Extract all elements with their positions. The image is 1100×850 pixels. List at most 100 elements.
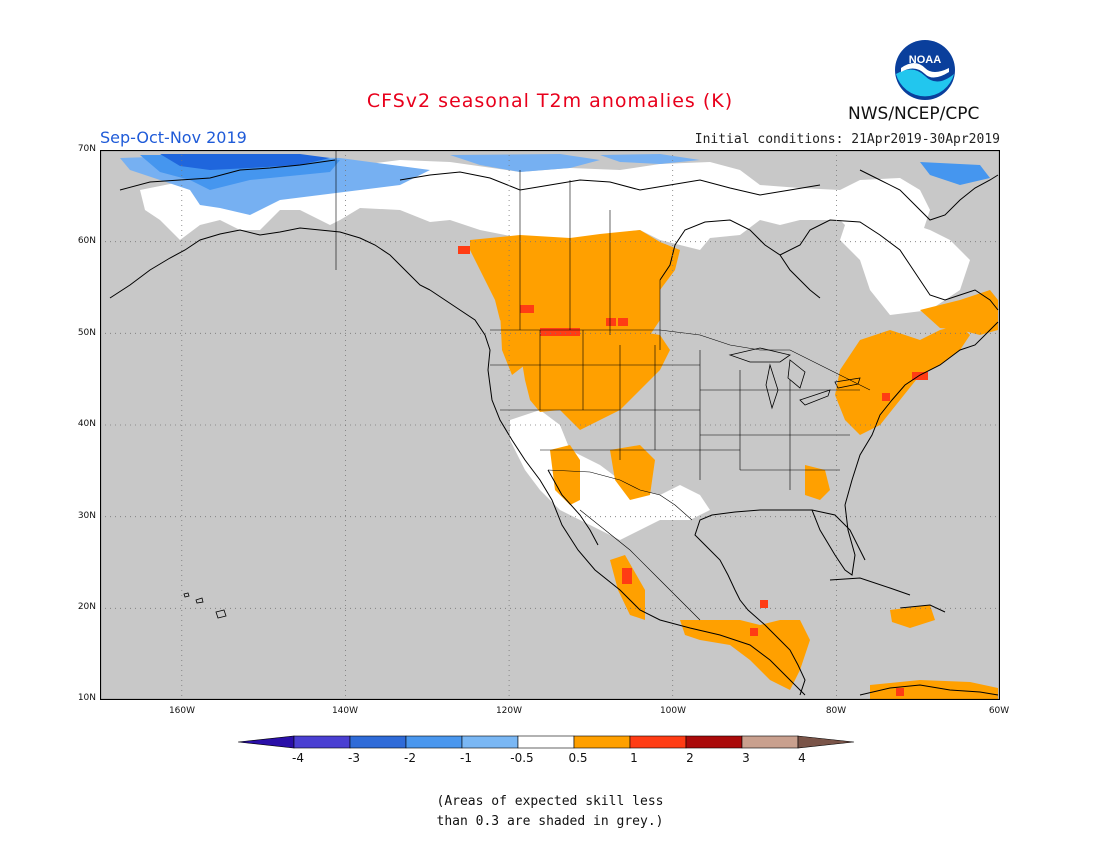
colorbar-label: -3 (348, 751, 360, 765)
warm-anomaly-southeast (805, 465, 830, 500)
skill-note: (Areas of expected skill less than 0.3 a… (0, 792, 1100, 832)
colorbar-triangle-high (797, 735, 855, 749)
colorbar-cell (349, 735, 407, 749)
lake-huron (787, 359, 806, 389)
lake-michigan (765, 363, 779, 410)
hawaii (183, 592, 227, 619)
colorbar-cell (629, 735, 687, 749)
skill-note-line: (Areas of expected skill less (436, 794, 664, 809)
season-label: Sep-Oct-Nov 2019 (100, 128, 247, 147)
coastline-baja (547, 469, 599, 546)
initial-conditions-label: Initial conditions: 21Apr2019-30Apr2019 (694, 132, 1000, 147)
strong-warm-spot (606, 318, 616, 326)
lat-label-40n: 40N (77, 419, 96, 429)
colorbar-label: 4 (798, 751, 806, 765)
coastline-east (844, 321, 999, 506)
lat-label-70n: 70N (77, 144, 96, 154)
colorbar-label: 1 (630, 751, 638, 765)
warm-anomaly-mexico-coast (610, 555, 645, 620)
lon-label-100w: 100W (659, 706, 687, 716)
noaa-logo: NOAA (895, 40, 955, 100)
warm-anomaly-southwest (550, 445, 580, 505)
coastline-west (429, 289, 806, 696)
warm-anomaly-northeast (835, 325, 970, 435)
great-lakes (728, 347, 861, 410)
neutral-region-west (510, 410, 710, 540)
coastline-florida (811, 504, 856, 576)
strong-warm-spot (760, 600, 768, 608)
lon-label-60w: 60W (988, 706, 1010, 716)
lon-label-140w: 140W (331, 706, 359, 716)
lon-label-80w: 80W (825, 706, 847, 716)
strong-warm-spot (882, 393, 890, 401)
neutral-region-east (840, 210, 970, 315)
warm-anomaly-caribbean (890, 605, 935, 628)
coastlines (109, 159, 999, 696)
colorbar-label: 2 (686, 751, 694, 765)
strong-warm-spot (750, 628, 758, 636)
coastline-cuba (829, 577, 911, 596)
lat-label-30n: 30N (77, 511, 96, 521)
strong-warm-spot (896, 688, 904, 696)
colorbar-label: -1 (460, 751, 472, 765)
colorbar (238, 735, 855, 749)
colorbar-label: 0.5 (568, 751, 588, 765)
logo-text: NOAA (909, 54, 941, 66)
warm-anomaly-rockies (610, 445, 655, 500)
lon-label-120w: 120W (495, 706, 523, 716)
lake-ontario (834, 377, 861, 389)
colorbar-label: -4 (292, 751, 304, 765)
lat-label-50n: 50N (77, 328, 96, 338)
warm-anomaly-maritimes (920, 290, 998, 335)
colorbar-cells (238, 735, 855, 749)
warm-anomaly-pacific-nw (500, 310, 535, 375)
strong-warm-spot (540, 328, 580, 336)
map-frame (100, 150, 1000, 700)
lat-label-60n: 60N (77, 236, 96, 246)
colorbar-cell (293, 735, 351, 749)
coastline-greenland (859, 169, 999, 221)
coastline-hispaniola (899, 604, 946, 613)
lat-label-20n: 20N (77, 602, 96, 612)
cool-anomaly-baffin (600, 154, 700, 164)
coastline-gulf (694, 509, 866, 696)
lake-superior (728, 347, 791, 363)
colorbar-cell (573, 735, 631, 749)
strong-warm-spot (458, 246, 470, 254)
anomaly-fill-layer (120, 154, 998, 700)
lat-label-10n: 10N (77, 693, 96, 703)
strong-warm-spot (520, 305, 534, 313)
strong-warm-spot (622, 568, 632, 584)
us-mexico-border (547, 469, 693, 521)
cool-anomaly-greenland (920, 162, 990, 185)
us-canada-border (490, 329, 871, 391)
cool-anomaly-north-canada (450, 154, 600, 172)
coastline-alaska-north (119, 159, 336, 191)
map-title: CFSv2 seasonal T2m anomalies (K) (366, 90, 734, 112)
lon-label-160w: 160W (168, 706, 196, 716)
colorbar-cell (461, 735, 519, 749)
coastline-arctic-islands (399, 171, 821, 196)
colorbar-cell (405, 735, 463, 749)
strong-warm-spot (912, 372, 928, 380)
skill-note-line: than 0.3 are shaded in grey.) (436, 814, 664, 829)
strong-warm-spot (618, 318, 628, 326)
colorbar-label: -0.5 (510, 751, 534, 765)
colorbar-cell (517, 735, 575, 749)
mexico-state-line (579, 509, 701, 621)
anomaly-map (100, 150, 1000, 700)
coastline-hudson-bay (659, 219, 821, 299)
colorbar-label: -2 (404, 751, 416, 765)
lake-erie (799, 389, 831, 406)
colorbar-triangle-low (238, 735, 295, 749)
coastline-south-america (859, 684, 999, 696)
warm-anomaly-western-us (520, 320, 670, 430)
colorbar-label: 3 (742, 751, 750, 765)
colorbar-cell (741, 735, 799, 749)
coastline-labrador (779, 219, 999, 311)
coastline-alaska (109, 227, 431, 299)
cool-anomaly-arctic-dark (160, 154, 330, 170)
state-borders (335, 150, 871, 621)
hawaii-island (215, 609, 227, 619)
gridlines (100, 150, 1000, 700)
